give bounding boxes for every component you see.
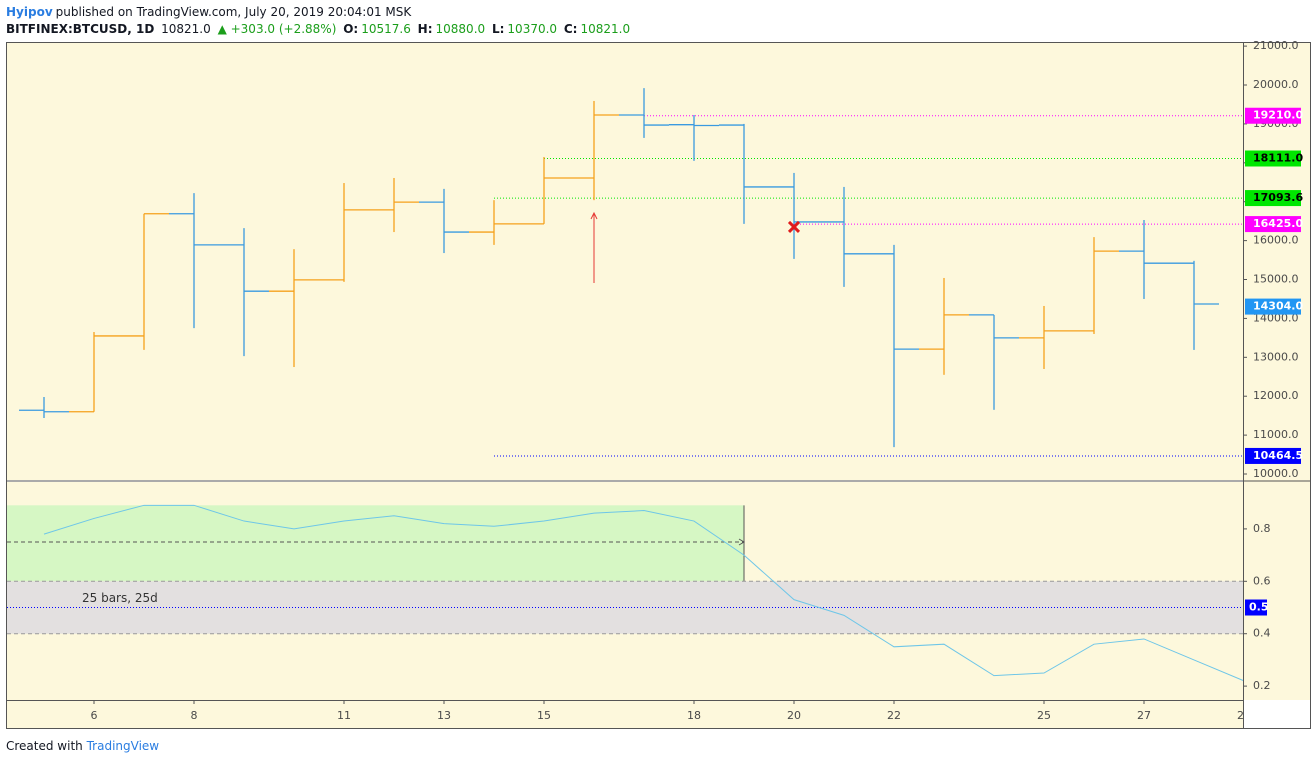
level-label-box: [1245, 150, 1301, 167]
main-plot: [19, 88, 1243, 457]
x-tick-label: 20: [787, 709, 801, 722]
x-tick-label: 11: [337, 709, 351, 722]
range-level-head: [738, 538, 745, 546]
x-tick-label: 22: [887, 709, 901, 722]
symbol: BITFINEX:BTCUSD, 1D: [6, 22, 155, 36]
o-value: 10517.6: [361, 22, 411, 36]
y-tick-label: 11000.0: [1253, 428, 1299, 441]
x-tick-label: 6: [91, 709, 98, 722]
main-pane: [7, 43, 1243, 480]
chart: 25 bars, 25d 6 8 11 13 15 18 20 22 25 27 29 10000.…: [6, 39, 1311, 729]
header-line-2: BITFINEX:BTCUSD, 1D 10821.0 ▲ +303.0 (+2…: [6, 22, 633, 36]
y-tick-label: 13000.0: [1253, 350, 1299, 363]
footer: Created with TradingView: [6, 739, 159, 753]
created-with: Created with: [6, 739, 83, 753]
published: published on TradingView.com, July 20, 2…: [55, 5, 412, 19]
level-label: 19210.0: [1253, 109, 1303, 122]
range-box: [7, 505, 744, 582]
indicator-plot: 25 bars, 25d: [7, 504, 1243, 681]
level-label-box: [1245, 107, 1301, 124]
y2-tick-label: 0.8: [1253, 522, 1271, 535]
y2-tick-label: 0.4: [1253, 627, 1271, 640]
level-label: 17093.6: [1253, 191, 1303, 204]
time-labels: 6 8 11 13 15 18 20 22 25 27 29: [91, 700, 1251, 722]
y-tick-label: 16000.0: [1253, 234, 1299, 247]
time-axis: [7, 700, 1243, 728]
l-value: 10370.0: [507, 22, 558, 36]
c-value: 10821.0: [580, 22, 631, 36]
cross-marker: [787, 220, 801, 234]
x-tick-label: 29: [1237, 709, 1251, 722]
y-tick-label: 10000.0: [1253, 467, 1299, 480]
h-value: 10880.0: [435, 22, 486, 36]
axis-labels: 10000.0 11000.0 12000.0 13000.0 14000.0 15000…: [1243, 39, 1303, 692]
header-line-1: Hyipov published on TradingView.com, July…: [6, 5, 414, 19]
x-tick-label: 15: [537, 709, 551, 722]
y-tick-label: 21000.0: [1253, 39, 1299, 52]
x-tick-label: 27: [1137, 709, 1151, 722]
level-label-box: [1245, 216, 1301, 233]
last-price-box: [1245, 298, 1301, 315]
level-label: 10464.5: [1253, 449, 1303, 462]
level-label: 16425.0: [1253, 217, 1303, 230]
change: ▲ +303.0 (+2.88%): [217, 22, 337, 36]
brand: TradingView: [86, 739, 160, 753]
range-label: 25 bars, 25d: [82, 591, 158, 605]
y2-tick-label: 0.2: [1253, 679, 1271, 692]
y-tick-label: 12000.0: [1253, 389, 1299, 402]
x-tick-label: 8: [191, 709, 198, 722]
c-label: C:: [563, 22, 578, 36]
y2-tick-label: 0.6: [1253, 574, 1271, 587]
last-price-label: 14304.0: [1253, 300, 1303, 313]
price: 10821.0: [161, 22, 211, 36]
arrow-head: [590, 211, 598, 220]
y-tick-label: 20000.0: [1253, 78, 1299, 91]
level-label: 18111.0: [1253, 151, 1303, 164]
x-tick-label: 13: [437, 709, 451, 722]
midline-box: [1245, 599, 1267, 616]
o-label: O:: [343, 22, 359, 36]
level-label-box: [1245, 447, 1301, 464]
y-tick-label: 15000.0: [1253, 273, 1299, 286]
h-label: H:: [417, 22, 433, 36]
l-label: L:: [491, 22, 505, 36]
y-tick-label: 14000.0: [1253, 311, 1299, 324]
level-label-box: [1245, 190, 1301, 207]
midline-label: 0.5: [1249, 601, 1269, 614]
x-tick-label: 25: [1037, 709, 1051, 722]
indicator-line: [43, 504, 1243, 681]
author: Hyipov: [6, 5, 53, 19]
x-tick-label: 18: [687, 709, 701, 722]
